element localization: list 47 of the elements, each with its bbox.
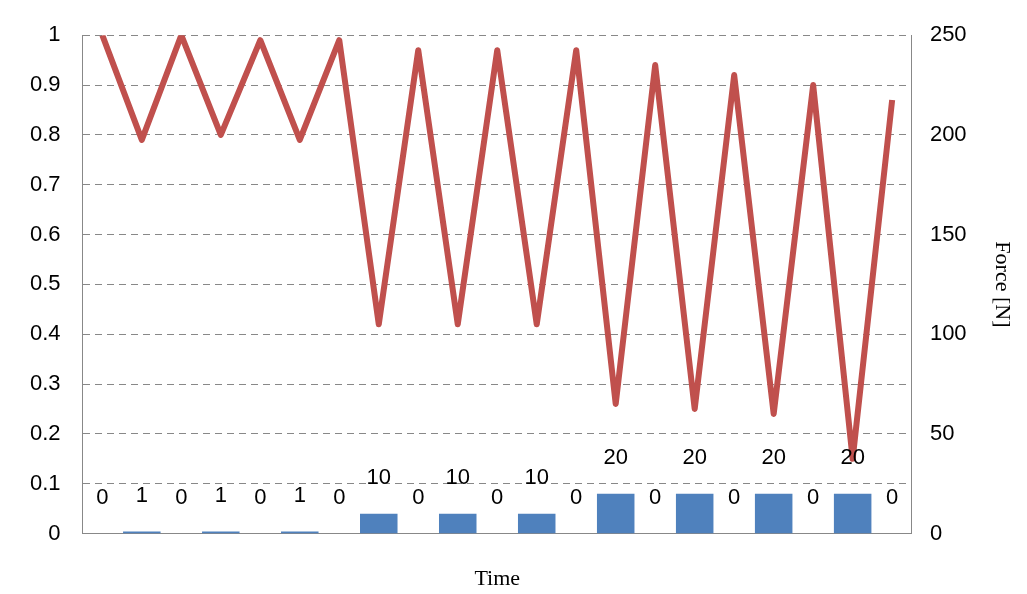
y2-tick-label: 200 xyxy=(929,120,967,146)
data-label: 0 xyxy=(807,483,820,509)
bar xyxy=(438,513,477,534)
y2-axis-title: Force [N] xyxy=(991,241,1017,328)
y-tick-label: 0.5 xyxy=(29,270,61,296)
data-label: 20 xyxy=(761,443,786,469)
data-label: 0 xyxy=(412,483,425,509)
y2-tick-label: 50 xyxy=(929,419,955,445)
data-label: 0 xyxy=(649,483,662,509)
y2-tick-label: 150 xyxy=(929,220,967,246)
data-label: 20 xyxy=(840,443,865,469)
y-tick-label: 0 xyxy=(48,519,61,545)
data-label: 10 xyxy=(366,463,392,489)
bar xyxy=(517,513,556,534)
data-label: 20 xyxy=(682,443,707,469)
data-label: 0 xyxy=(491,483,504,509)
y-tick-label: 0.2 xyxy=(29,419,61,445)
y-tick-label: 0.3 xyxy=(29,370,61,396)
bar xyxy=(754,493,793,534)
y2-tick-label: 0 xyxy=(929,519,943,545)
data-label: 20 xyxy=(603,443,628,469)
data-label: 1 xyxy=(293,481,306,507)
y-tick-label: 0.9 xyxy=(29,71,61,97)
data-label: 0 xyxy=(570,483,583,509)
data-label: 0 xyxy=(333,483,346,509)
bar xyxy=(596,493,635,534)
y-tick-label: 0.1 xyxy=(29,469,61,495)
bar xyxy=(675,493,714,534)
y-tick-label: 1 xyxy=(48,21,61,47)
data-label: 0 xyxy=(886,483,899,509)
data-label: 1 xyxy=(214,481,227,507)
data-label: 10 xyxy=(445,463,470,489)
bar xyxy=(833,493,872,534)
y-tick-label: 0.8 xyxy=(29,120,61,146)
data-label: 1 xyxy=(135,481,148,507)
data-label: 0 xyxy=(728,483,741,509)
data-label: 0 xyxy=(96,483,109,509)
y2-tick-label: 250 xyxy=(929,21,967,47)
y-tick-label: 0.4 xyxy=(29,320,61,346)
data-label: 10 xyxy=(524,463,549,489)
data-label: 0 xyxy=(254,483,267,509)
y-tick-label: 0.6 xyxy=(29,220,61,246)
y-tick-label: 0.7 xyxy=(29,170,61,196)
bar xyxy=(360,513,398,534)
data-label: 0 xyxy=(175,483,188,509)
x-axis-title: Time xyxy=(474,564,521,590)
y2-tick-label: 100 xyxy=(929,320,967,346)
